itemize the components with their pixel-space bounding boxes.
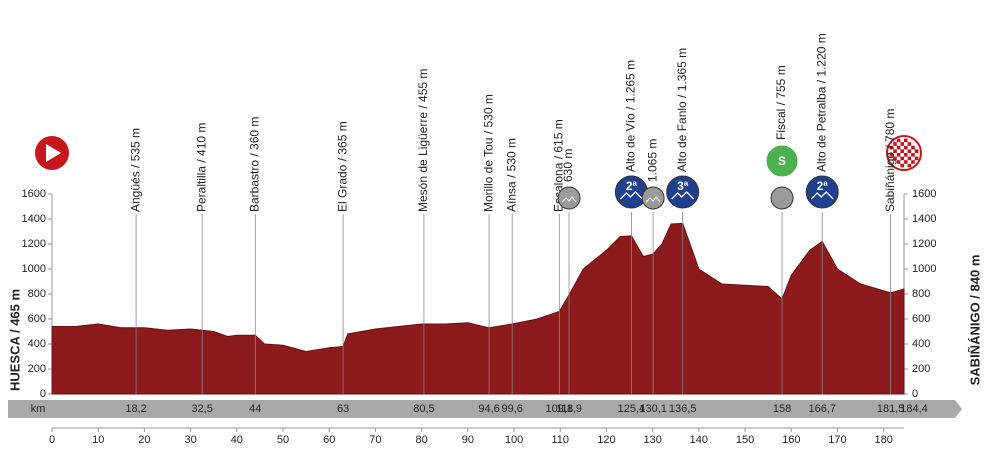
x-tick-label: 170 bbox=[828, 434, 846, 446]
waypoint-label: Barbastro / 360 m bbox=[247, 117, 261, 212]
y2-tick-label: 1200 bbox=[912, 238, 936, 250]
x-tick-label: 0 bbox=[49, 434, 55, 446]
x-tick-label: 100 bbox=[505, 434, 523, 446]
y-tick-label: 200 bbox=[28, 363, 46, 375]
icon-peaks bbox=[645, 196, 661, 203]
km-label: 94,6 bbox=[478, 403, 499, 415]
x-tick-label: 140 bbox=[690, 434, 708, 446]
finish-icon bbox=[886, 135, 922, 171]
icon-text: 2ª bbox=[817, 179, 829, 193]
y-tick-label: 1200 bbox=[22, 238, 46, 250]
km-label: 184,4 bbox=[900, 403, 928, 415]
y-tick-label: 1600 bbox=[22, 188, 46, 200]
x-tick-label: 40 bbox=[231, 434, 243, 446]
km-label: 44 bbox=[249, 403, 261, 415]
km-title: km bbox=[31, 403, 46, 415]
y2-tick-label: 1000 bbox=[912, 263, 936, 275]
x-tick-label: 180 bbox=[874, 434, 892, 446]
km-label: 181,5 bbox=[877, 403, 905, 415]
x-tick-label: 80 bbox=[416, 434, 428, 446]
x-tick-label: 90 bbox=[462, 434, 474, 446]
km-label: 80,5 bbox=[413, 403, 434, 415]
waypoint-label: Mesón de Ligüerre / 455 m bbox=[416, 69, 430, 212]
icon-text: 2ª bbox=[626, 179, 638, 193]
waypoint-label: Alto de Petralba / 1.220 m bbox=[814, 33, 828, 172]
icon-peaks bbox=[671, 191, 695, 200]
km-label: 18,2 bbox=[125, 403, 146, 415]
km-label: 158 bbox=[773, 403, 791, 415]
y2-tick-label: 800 bbox=[912, 288, 930, 300]
x-tick-label: 10 bbox=[92, 434, 104, 446]
waypoint-icon bbox=[666, 175, 700, 209]
icon-text: 3ª bbox=[677, 179, 689, 193]
waypoint-icon bbox=[765, 144, 799, 178]
x-tick-label: 130 bbox=[643, 434, 661, 446]
y-tick-label: 1000 bbox=[22, 263, 46, 275]
y2-tick-label: 1600 bbox=[912, 188, 936, 200]
icon-text: S bbox=[778, 154, 786, 168]
waypoint-label: 630 m bbox=[561, 149, 575, 182]
waypoint-label: Morillo de Tou / 530 m bbox=[481, 94, 495, 212]
start-label: HUESCA / 465 m bbox=[7, 289, 22, 391]
km-label: 63 bbox=[337, 403, 349, 415]
waypoint-label: Angüés / 535 m bbox=[128, 128, 142, 212]
y-tick-label: 600 bbox=[28, 313, 46, 325]
waypoint-label: Escalona / 615 m bbox=[551, 119, 565, 212]
finish-label: SABIÑÁNIGO / 840 m bbox=[967, 255, 982, 386]
y-tick-label: 0 bbox=[40, 388, 46, 400]
waypoint-label: Alto de Vío / 1.265 m bbox=[624, 60, 638, 172]
waypoint-icon bbox=[805, 175, 839, 209]
x-tick-label: 120 bbox=[597, 434, 615, 446]
y2-tick-label: 0 bbox=[912, 388, 918, 400]
x-tick-label: 70 bbox=[369, 434, 381, 446]
x-tick-label: 50 bbox=[277, 434, 289, 446]
km-label: 125,4 bbox=[618, 403, 646, 415]
icon-peaks bbox=[810, 191, 834, 200]
x-tick-label: 160 bbox=[782, 434, 800, 446]
km-label: 32,5 bbox=[191, 403, 212, 415]
km-label: 99,6 bbox=[501, 403, 522, 415]
km-label: 109,8 bbox=[546, 403, 574, 415]
profile-area bbox=[51, 222, 905, 395]
y2-tick-label: 200 bbox=[912, 363, 930, 375]
waypoint-label: El Grado / 365 m bbox=[335, 121, 349, 212]
y-tick-label: 1400 bbox=[22, 213, 46, 225]
y-tick-label: 800 bbox=[28, 288, 46, 300]
y2-tick-label: 600 bbox=[912, 313, 930, 325]
x-tick-label: 110 bbox=[551, 434, 569, 446]
y-tick-label: 400 bbox=[28, 338, 46, 350]
x-tick-label: 30 bbox=[184, 434, 196, 446]
y2-tick-label: 400 bbox=[912, 338, 930, 350]
km-label: 111,9 bbox=[556, 403, 582, 415]
start-icon bbox=[35, 136, 69, 170]
x-tick-label: 150 bbox=[736, 434, 754, 446]
x-tick-label: 60 bbox=[323, 434, 335, 446]
km-label: 136,5 bbox=[669, 403, 697, 415]
waypoint-label: Alto de Fanlo / 1.365 m bbox=[675, 48, 689, 172]
km-label: 166,7 bbox=[808, 403, 836, 415]
waypoint-icon bbox=[641, 186, 665, 210]
y2-tick-label: 1400 bbox=[912, 213, 936, 225]
waypoint-label: Aínsa / 530 m bbox=[504, 138, 518, 212]
km-label: 130,1 bbox=[639, 403, 667, 415]
icon-peaks bbox=[561, 196, 577, 203]
waypoint-label: Sabiñánigo / 780 m bbox=[883, 109, 897, 212]
icon-peaks bbox=[619, 191, 643, 200]
waypoint-icon bbox=[557, 186, 581, 210]
waypoint-icon bbox=[770, 186, 794, 210]
x-tick-label: 20 bbox=[138, 434, 150, 446]
km-bar bbox=[8, 400, 962, 418]
waypoint-label: Peraltilla / 410 m bbox=[194, 123, 208, 212]
waypoint-label: Fiscal / 755 m bbox=[774, 65, 788, 140]
waypoint-label: 1.065 m bbox=[645, 139, 659, 182]
